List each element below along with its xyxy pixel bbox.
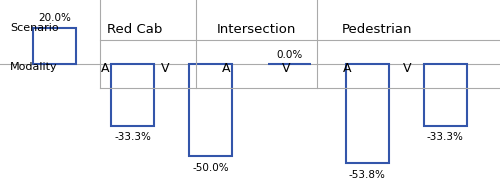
Text: V: V <box>404 62 412 75</box>
Text: -33.3%: -33.3% <box>114 132 151 142</box>
Text: A: A <box>100 62 109 75</box>
Text: V: V <box>282 62 291 75</box>
Text: Red Cab: Red Cab <box>108 23 163 36</box>
Text: -50.0%: -50.0% <box>192 163 229 173</box>
Bar <box>424 64 467 125</box>
Bar <box>112 64 154 125</box>
Text: -53.8%: -53.8% <box>349 170 386 180</box>
Text: 20.0%: 20.0% <box>38 13 71 23</box>
Text: A: A <box>222 62 230 75</box>
Bar <box>190 64 232 156</box>
Text: Scenario: Scenario <box>10 23 58 33</box>
Text: 0.0%: 0.0% <box>276 50 302 60</box>
Text: Modality: Modality <box>10 62 58 72</box>
Text: -33.3%: -33.3% <box>427 132 464 142</box>
Text: V: V <box>161 62 170 75</box>
Bar <box>346 64 389 163</box>
Text: Intersection: Intersection <box>216 23 296 36</box>
Bar <box>33 28 76 64</box>
Text: A: A <box>343 62 351 75</box>
Text: Pedestrian: Pedestrian <box>342 23 412 36</box>
